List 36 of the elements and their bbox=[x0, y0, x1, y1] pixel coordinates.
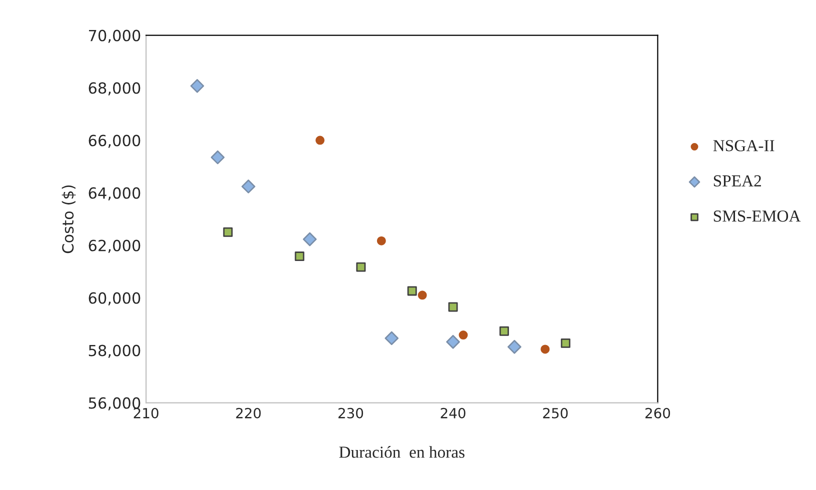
point bbox=[448, 302, 458, 312]
point bbox=[508, 340, 522, 354]
point bbox=[499, 326, 509, 336]
x-tick-label: 220 bbox=[236, 408, 261, 418]
point bbox=[210, 150, 225, 164]
x-tick-label: 230 bbox=[338, 408, 364, 418]
y-tick-label: 70,000 bbox=[89, 30, 140, 43]
legend-label: NSGA-II bbox=[713, 140, 774, 152]
point bbox=[356, 262, 366, 272]
y-tick-label: 62,000 bbox=[88, 240, 140, 253]
point bbox=[560, 338, 570, 348]
point bbox=[407, 286, 417, 296]
point bbox=[376, 236, 386, 246]
x-axis-title: Duración en horas bbox=[339, 446, 464, 458]
point bbox=[446, 334, 460, 349]
y-tick-label: 68,000 bbox=[88, 82, 140, 96]
point bbox=[294, 252, 304, 262]
point bbox=[241, 180, 256, 194]
y-tick-label: 66,000 bbox=[88, 134, 140, 148]
y-axis-title: Costo ($) bbox=[62, 185, 76, 254]
y-tick-label: 60,000 bbox=[88, 292, 140, 306]
point bbox=[223, 227, 233, 237]
x-tick-label: 240 bbox=[440, 408, 466, 418]
point bbox=[190, 79, 204, 93]
x-tick-label: 250 bbox=[543, 408, 568, 418]
legend-label: SMS-EMOA bbox=[714, 210, 801, 222]
point bbox=[316, 136, 325, 145]
y-tick-label: 58,000 bbox=[88, 344, 140, 358]
y-tick-label: 64,000 bbox=[88, 187, 140, 200]
point bbox=[302, 232, 317, 246]
x-tick-label: 260 bbox=[645, 408, 670, 418]
point bbox=[458, 330, 468, 340]
point bbox=[384, 331, 399, 346]
point bbox=[418, 290, 427, 300]
legend-label: SPEA2 bbox=[714, 175, 761, 187]
point bbox=[540, 344, 550, 354]
